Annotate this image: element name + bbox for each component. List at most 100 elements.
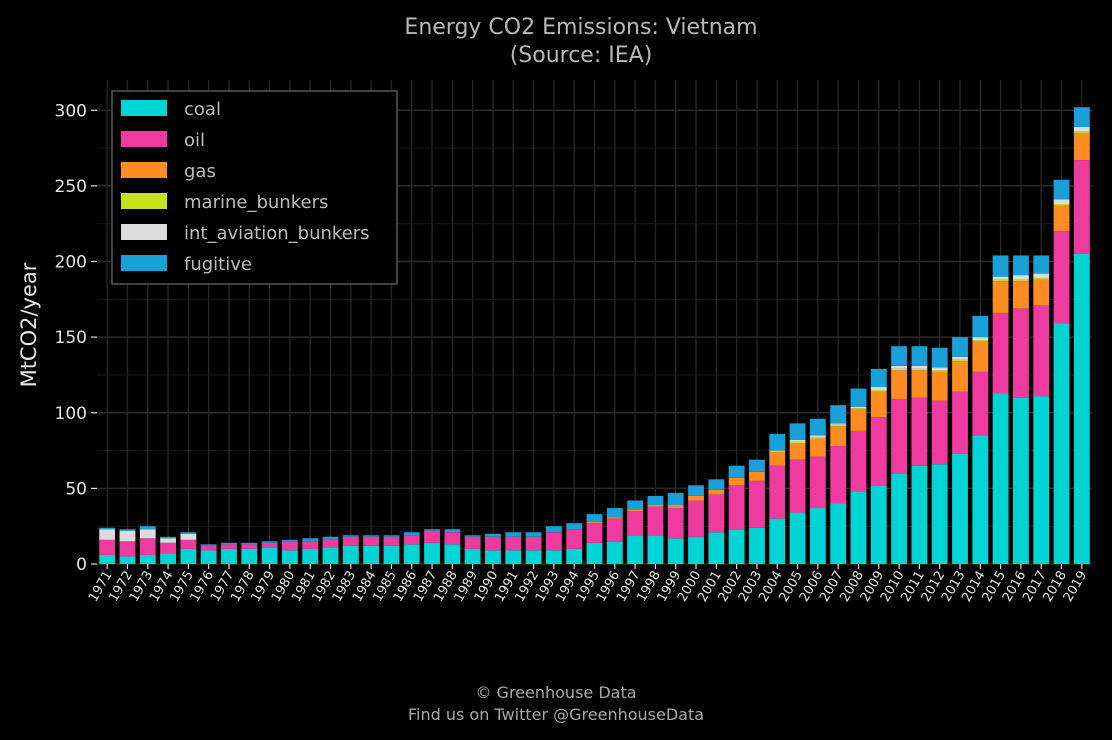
bar-fugitive-1999 — [667, 492, 684, 506]
bar-oil-1997 — [627, 511, 644, 536]
bar-gas-2014 — [972, 341, 989, 372]
bar-coal-1974 — [160, 553, 176, 564]
bar-coal-1996 — [606, 541, 623, 564]
bar-oil-1989 — [464, 536, 481, 549]
bar-int-aviation-bunkers-1974 — [160, 538, 176, 543]
bar-oil-1994 — [566, 529, 583, 549]
bar-coal-1991 — [505, 550, 522, 564]
bar-oil-2014 — [972, 371, 989, 436]
bar-coal-2008 — [850, 491, 867, 564]
bar-fugitive-2007 — [830, 405, 847, 424]
bar-oil-1986 — [403, 535, 420, 545]
bar-gas-1998 — [647, 505, 664, 507]
bar-oil-2011 — [911, 397, 928, 466]
bar-fugitive-2013 — [952, 337, 968, 357]
bar-fugitive-1984 — [363, 535, 380, 537]
bar-oil-1984 — [363, 536, 380, 546]
legend-label-int-aviation-bunkers: int_aviation_bunkers — [184, 223, 370, 244]
bar-marine-bunkers-2012 — [931, 370, 948, 372]
bar-gas-2011 — [911, 370, 928, 398]
bar-oil-2010 — [891, 399, 908, 474]
bar-coal-1982 — [322, 547, 339, 564]
legend-swatch-fugitive — [121, 255, 167, 271]
bar-coal-2019 — [1073, 253, 1090, 564]
bar-gas-2009 — [870, 391, 887, 418]
legend-swatch-marine-bunkers — [121, 193, 167, 209]
bar-gas-2003 — [749, 471, 765, 481]
bar-fugitive-1988 — [444, 529, 461, 533]
bar-oil-2019 — [1073, 160, 1090, 254]
bar-gas-2018 — [1053, 205, 1070, 232]
legend-label-coal: coal — [184, 99, 221, 120]
bar-coal-2000 — [688, 536, 704, 564]
bar-oil-1976 — [200, 545, 217, 551]
bar-coal-1994 — [566, 548, 583, 564]
bar-oil-1991 — [505, 536, 522, 551]
bar-int-aviation-bunkers-2007 — [830, 423, 847, 425]
x-axis: 1971197219731974197519761977197819791980… — [86, 564, 1090, 605]
legend-swatch-oil — [121, 131, 167, 147]
bar-coal-1979 — [261, 547, 278, 564]
bar-coal-1984 — [363, 545, 380, 564]
bar-int-aviation-bunkers-2014 — [972, 337, 989, 341]
bar-fugitive-1975 — [180, 532, 197, 534]
bar-gas-1997 — [627, 509, 644, 512]
legend-swatch-coal — [121, 100, 167, 116]
bar-oil-1990 — [485, 536, 501, 551]
bar-coal-2017 — [1033, 396, 1050, 564]
bar-gas-1996 — [606, 517, 623, 519]
bar-int-aviation-bunkers-2016 — [1013, 275, 1029, 280]
bar-fugitive-2014 — [972, 315, 989, 338]
legend-label-marine-bunkers: marine_bunkers — [184, 192, 328, 213]
bar-coal-1977 — [221, 548, 237, 564]
bar-oil-2016 — [1013, 308, 1029, 398]
bar-fugitive-1995 — [586, 514, 603, 522]
bar-oil-2006 — [809, 456, 826, 509]
bar-oil-2008 — [850, 430, 867, 492]
legend-label-gas: gas — [184, 161, 216, 182]
bar-oil-1981 — [302, 541, 319, 549]
bar-fugitive-1997 — [627, 500, 644, 510]
bar-int-aviation-bunkers-2009 — [870, 387, 887, 391]
bar-oil-1996 — [606, 518, 623, 542]
bar-fugitive-2009 — [870, 368, 887, 388]
bar-oil-1978 — [241, 544, 258, 549]
bar-coal-1976 — [200, 550, 217, 564]
bar-oil-1971 — [99, 539, 116, 555]
bar-coal-2016 — [1013, 397, 1029, 564]
bar-marine-bunkers-2013 — [952, 359, 968, 362]
y-tick-label: 300 — [55, 101, 87, 121]
bar-fugitive-1985 — [383, 535, 400, 537]
bar-oil-2003 — [749, 480, 765, 528]
bar-fugitive-1991 — [505, 532, 522, 537]
bar-coal-1973 — [139, 554, 156, 564]
bar-oil-1974 — [160, 542, 176, 554]
bar-fugitive-2012 — [931, 347, 948, 368]
y-axis: 0 50 100 150 200 250 300 — [55, 101, 97, 575]
bar-fugitive-2018 — [1053, 179, 1070, 200]
bar-oil-2005 — [789, 459, 806, 513]
bar-coal-1990 — [485, 550, 501, 564]
bar-oil-1982 — [322, 539, 339, 548]
bar-fugitive-2004 — [769, 433, 786, 451]
bar-gas-2000 — [688, 495, 704, 501]
bar-marine-bunkers-2018 — [1053, 204, 1070, 206]
bar-oil-1999 — [667, 508, 684, 539]
bar-marine-bunkers-2004 — [769, 450, 786, 453]
bar-coal-1972 — [119, 556, 136, 564]
legend-label-fugitive: fugitive — [184, 254, 252, 275]
bar-coal-1986 — [403, 544, 420, 564]
bar-gas-1995 — [586, 521, 603, 524]
bar-marine-bunkers-2010 — [891, 368, 908, 371]
bar-coal-1999 — [667, 538, 684, 564]
bar-fugitive-1998 — [647, 495, 664, 506]
bar-gas-2005 — [789, 443, 806, 460]
bar-coal-1985 — [383, 545, 400, 564]
y-tick-label: 250 — [55, 177, 87, 197]
bar-fugitive-2000 — [688, 485, 704, 496]
bar-oil-2007 — [830, 446, 847, 504]
bar-marine-bunkers-2007 — [830, 424, 847, 427]
bar-fugitive-2006 — [809, 418, 826, 436]
bar-oil-2017 — [1033, 305, 1050, 397]
bar-coal-2018 — [1053, 323, 1070, 564]
